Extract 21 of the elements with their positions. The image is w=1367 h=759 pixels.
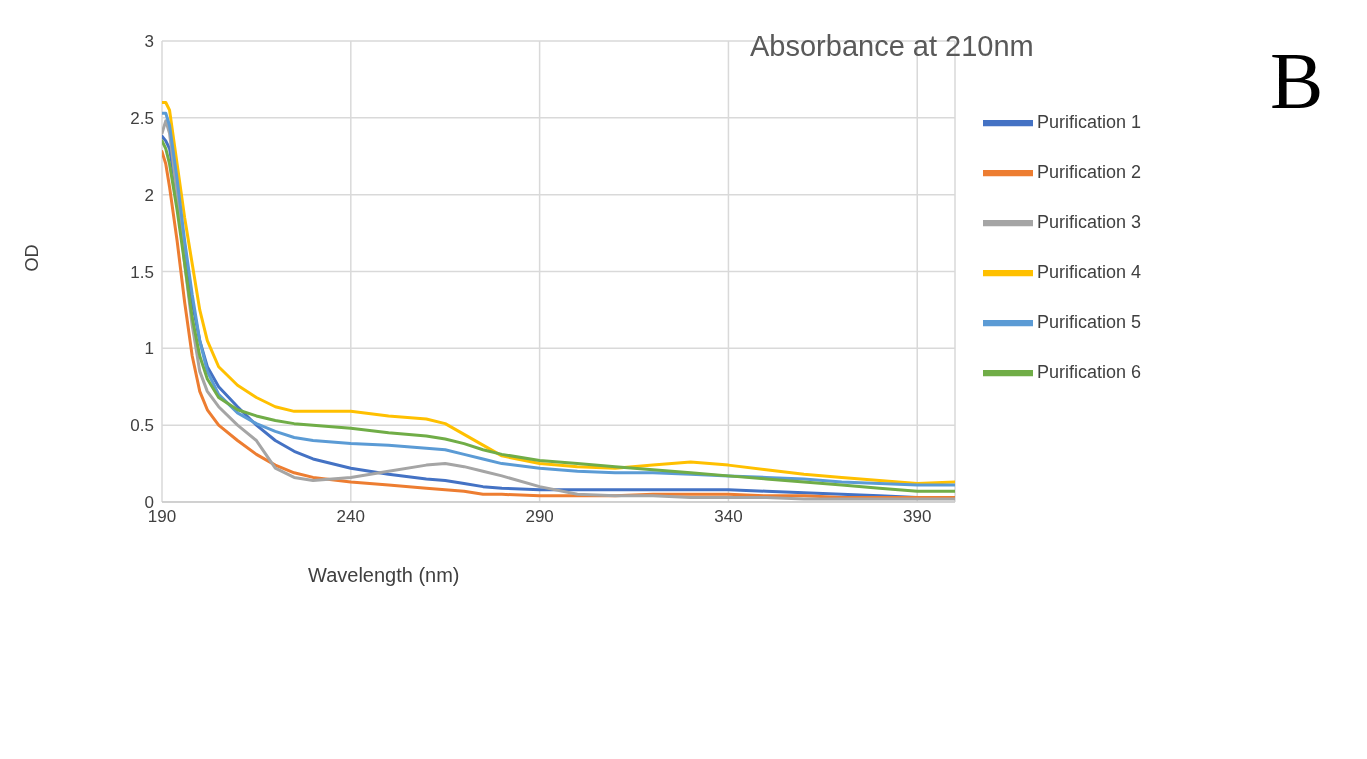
x-tick-label: 340 bbox=[714, 507, 743, 527]
y-tick-label: 1.5 bbox=[130, 262, 154, 282]
chart-title: Absorbance at 210nm bbox=[750, 30, 1034, 63]
legend-label: Purification 1 bbox=[1037, 111, 1142, 132]
x-tick-label: 240 bbox=[336, 507, 365, 527]
x-axis-title: Wavelength (nm) bbox=[308, 564, 460, 586]
y-tick-label: 2 bbox=[144, 185, 154, 205]
x-tick-label: 190 bbox=[147, 507, 177, 527]
y-tick-label: 3 bbox=[144, 32, 154, 52]
legend-label: Purification 2 bbox=[1037, 161, 1142, 182]
legend-label: Purification 3 bbox=[1037, 211, 1142, 232]
text: B bbox=[1270, 36, 1324, 127]
legend-label: Purification 4 bbox=[1037, 261, 1142, 282]
x-tick-label: 390 bbox=[903, 507, 932, 527]
legend-label: Purification 6 bbox=[1037, 361, 1142, 382]
y-tick-label: 2.5 bbox=[130, 108, 154, 128]
y-tick-label: 1 bbox=[144, 339, 154, 359]
x-tick-label: 290 bbox=[525, 507, 554, 527]
legend-label: Purification 5 bbox=[1037, 311, 1142, 332]
y-axis-title: OD bbox=[22, 244, 43, 272]
y-tick-label: 0.5 bbox=[130, 416, 154, 436]
